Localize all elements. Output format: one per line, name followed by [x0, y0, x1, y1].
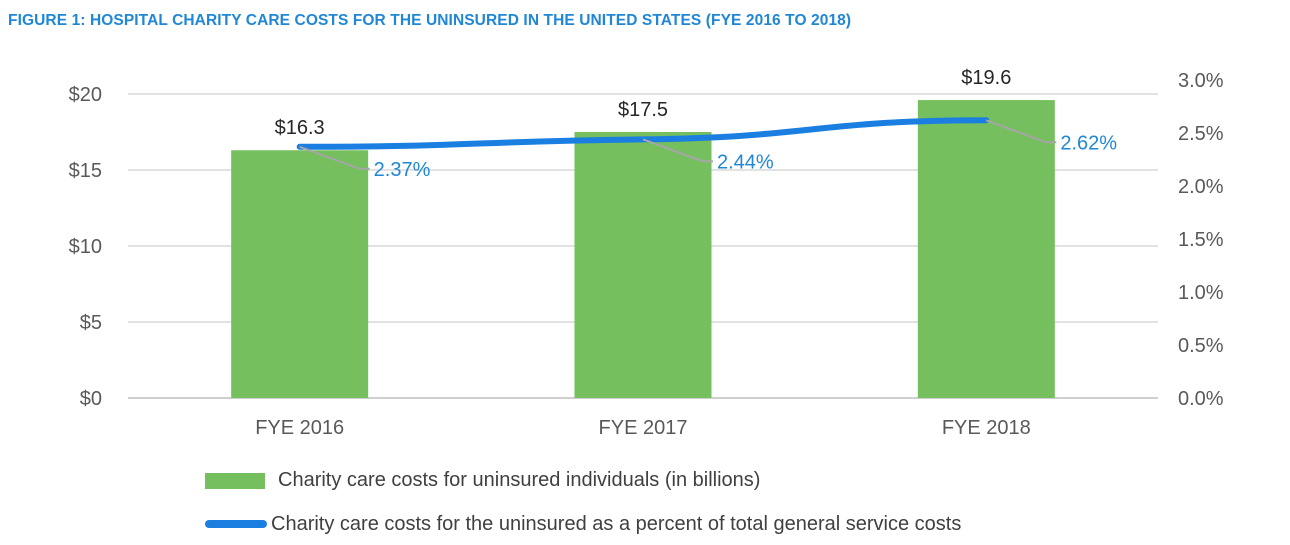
y-right-tick-label: 0.0%: [1178, 388, 1224, 410]
y-right-tick-label: 1.5%: [1178, 229, 1224, 251]
x-category-label: FYE 2018: [942, 417, 1031, 439]
chart-plot: $0 $5 $10 $15 $20 0.0% 0.5% 1.0% 1.5% 2.0% 2.5% 3.0…: [69, 67, 1224, 439]
x-category-label: FYE 2017: [599, 417, 688, 439]
percent-value-label: 2.44%: [717, 151, 774, 173]
bar: [917, 100, 1055, 398]
bar: [231, 150, 369, 398]
y-right-tick-label: 3.0%: [1178, 70, 1224, 92]
legend-line-swatch: [205, 520, 267, 528]
bar-value-label: $17.5: [618, 99, 668, 121]
y-left-tick-label: $15: [69, 160, 102, 182]
y-right-tick-label: 2.0%: [1178, 176, 1224, 198]
percent-value-label: 2.62%: [1060, 132, 1117, 154]
y-right-tick-label: 1.0%: [1178, 282, 1224, 304]
leader-line: [299, 145, 370, 170]
chart-title: FIGURE 1: HOSPITAL CHARITY CARE COSTS FO…: [8, 12, 852, 29]
x-category-label: FYE 2016: [255, 417, 344, 439]
leader-line: [642, 138, 713, 163]
y-left-tick-label: $20: [69, 84, 102, 106]
percent-value-label: 2.37%: [374, 159, 431, 181]
legend-bar-swatch: [205, 473, 265, 489]
leader-line: [985, 119, 1057, 144]
y-right-tick-label: 0.5%: [1178, 335, 1224, 357]
y-right-tick-label: 2.5%: [1178, 123, 1224, 145]
bar: [574, 132, 712, 398]
legend-line-label: Charity care costs for the uninsured as …: [271, 513, 962, 535]
bar-value-label: $19.6: [961, 67, 1011, 89]
bar-value-label: $16.3: [275, 117, 325, 139]
y-left-tick-label: $10: [69, 236, 102, 258]
y-left-tick-label: $5: [80, 312, 102, 334]
y-left-tick-label: $0: [80, 388, 102, 410]
legend-bar-label: Charity care costs for uninsured individ…: [278, 469, 761, 491]
